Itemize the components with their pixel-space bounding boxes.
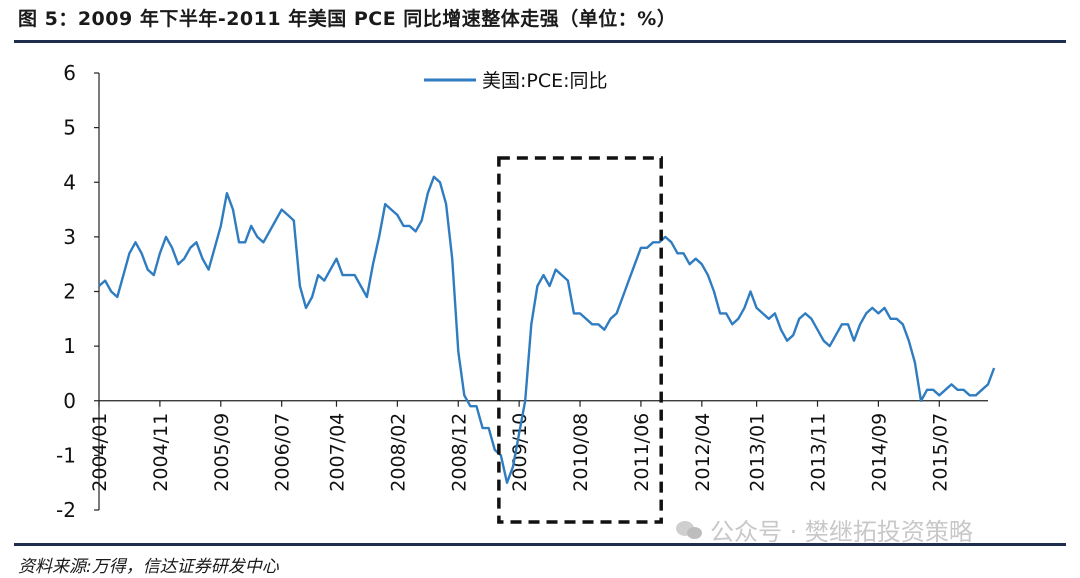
x-tick-label: 2008/02 [387,413,409,492]
x-tick-label: 2006/07 [272,413,294,492]
x-tick-label: 2010/08 [570,413,592,492]
y-tick-label: -2 [56,498,76,522]
y-tick-label: -1 [56,443,76,467]
legend: 美国:PCE:同比 [424,70,608,92]
x-axis: 2004/01 2004/11 2005/09 2006/07 2007/04 2008/… [89,400,988,492]
series-group [98,175,996,484]
watermark-text: 公众号 · 樊继拓投资策略 [710,518,973,546]
watermark: 公众号 · 樊继拓投资策略 [676,512,973,547]
x-tick-label: 2013/01 [747,413,769,492]
bottom-rule [14,543,1066,546]
x-tick-label: 2008/12 [448,413,470,492]
x-tick-label: 2004/11 [150,413,172,492]
x-tick-label: 2015/07 [929,413,951,492]
y-tick-label: 5 [63,116,76,140]
x-tick-label: 2007/04 [326,413,348,492]
x-tick-label: 2005/09 [211,413,233,492]
y-tick-label: 4 [63,170,76,194]
y-axis: -2 -1 0 1 2 3 4 5 6 [56,61,100,522]
series-line-pce-yoy [98,175,996,484]
y-tick-label: 2 [63,280,76,304]
y-tick-label: 3 [63,225,76,249]
x-tick-label: 2012/04 [692,413,714,492]
top-rule [14,40,1066,43]
chart-title: 图 5：2009 年下半年-2011 年美国 PCE 同比增速整体走强（单位：%… [18,8,677,30]
x-tick-label: 2004/01 [89,413,111,492]
x-tick-label: 2009/10 [509,413,531,492]
x-tick-label: 2013/11 [808,413,830,492]
y-tick-label: 1 [63,334,76,358]
source-note: 资料来源:万得，信达证券研发中心 [18,557,279,577]
highlight-group [497,156,663,524]
legend-label: 美国:PCE:同比 [482,70,608,92]
y-tick-label: 6 [63,61,76,85]
x-tick-label: 2014/09 [868,413,890,492]
wechat-icon [676,519,704,541]
y-tick-label: 0 [63,389,76,413]
highlight-box [497,156,663,524]
x-tick-label: 2011/06 [631,413,653,492]
